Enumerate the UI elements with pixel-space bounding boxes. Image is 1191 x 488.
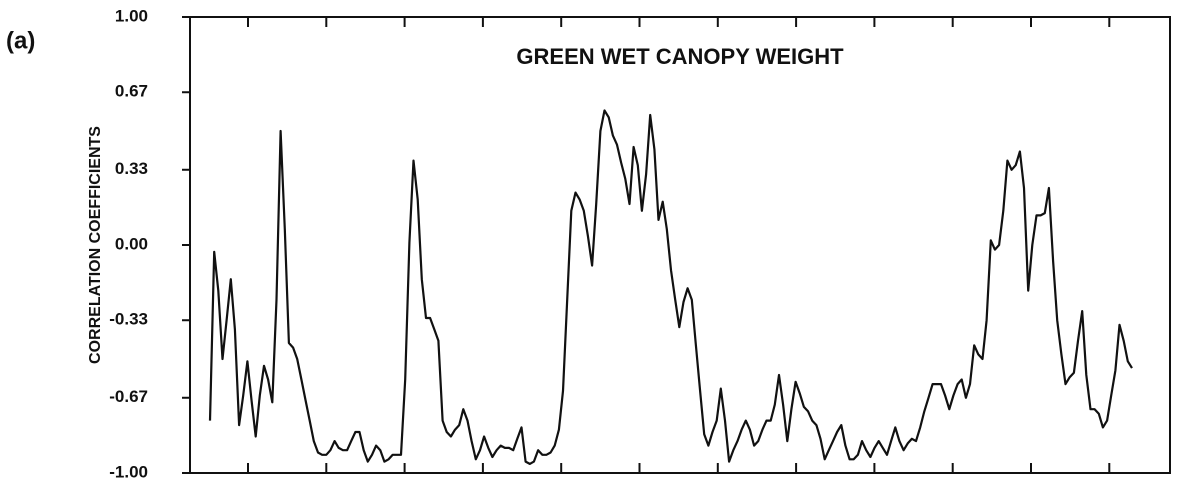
plot-frame xyxy=(189,16,1171,474)
y-axis-label: CORRELATION COEFFICIENTS xyxy=(87,126,104,364)
y-tick-label: 0.33 xyxy=(115,159,148,178)
chart-title: GREEN WET CANOPY WEIGHT xyxy=(516,44,844,69)
y-tick-label: -1.00 xyxy=(109,462,148,481)
y-tick-label: -0.33 xyxy=(109,310,148,329)
y-tick-label: 0.00 xyxy=(115,234,148,253)
panel-label: (a) xyxy=(6,27,35,54)
data-line xyxy=(208,109,1133,465)
y-tick-label: -0.67 xyxy=(109,387,148,406)
y-tick-label: 0.67 xyxy=(115,82,148,101)
y-tick-label: 1.00 xyxy=(115,6,148,25)
